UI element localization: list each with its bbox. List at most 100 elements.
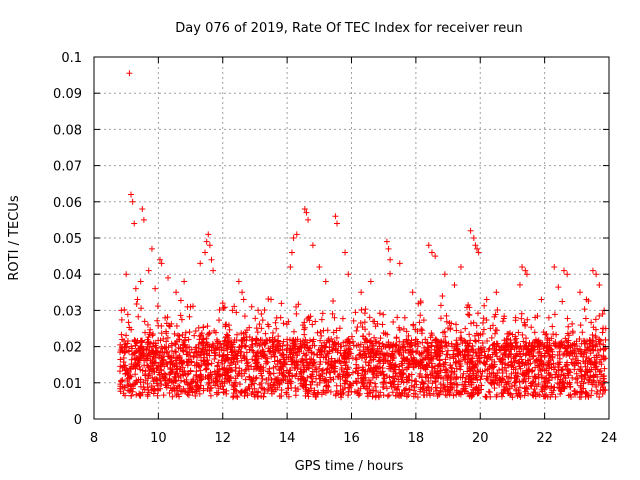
- data-point: [145, 389, 152, 396]
- data-point: [462, 374, 469, 381]
- data-point: [476, 355, 483, 362]
- data-point: [588, 319, 595, 326]
- data-point: [330, 297, 337, 304]
- axis-ticks: [93, 56, 610, 420]
- data-point: [175, 382, 182, 389]
- data-point: [299, 322, 306, 329]
- data-point: [313, 351, 320, 358]
- data-point: [258, 325, 265, 332]
- data-point: [393, 335, 400, 342]
- data-point: [428, 364, 435, 371]
- y-tick-label: 0.1: [61, 51, 82, 66]
- data-point: [309, 242, 316, 249]
- data-point: [466, 376, 473, 383]
- data-point: [278, 352, 285, 359]
- data-point: [324, 349, 331, 356]
- data-point: [178, 316, 185, 323]
- data-point: [516, 345, 523, 352]
- data-point: [281, 360, 288, 367]
- data-point: [301, 319, 308, 326]
- data-point: [374, 320, 381, 327]
- data-point: [453, 327, 460, 334]
- data-point: [523, 271, 530, 278]
- data-point: [493, 327, 500, 334]
- data-point: [469, 392, 476, 399]
- data-point: [311, 366, 318, 373]
- data-point: [513, 386, 520, 393]
- data-point: [238, 367, 245, 374]
- data-point: [473, 372, 480, 379]
- data-point: [165, 274, 172, 281]
- data-point: [126, 70, 133, 77]
- data-point: [403, 337, 410, 344]
- data-point: [517, 351, 524, 358]
- data-point: [357, 319, 364, 326]
- data-point: [276, 381, 283, 388]
- data-point: [121, 365, 128, 372]
- data-point: [519, 263, 526, 270]
- data-point: [293, 310, 300, 317]
- data-point: [564, 359, 571, 366]
- data-point: [446, 319, 453, 326]
- data-point: [531, 359, 538, 366]
- data-point: [353, 365, 360, 372]
- data-point: [198, 332, 205, 339]
- data-point: [467, 367, 474, 374]
- data-point: [546, 385, 553, 392]
- data-point: [144, 321, 151, 328]
- data-point: [412, 326, 419, 333]
- data-point: [124, 338, 131, 345]
- data-point: [197, 260, 204, 267]
- data-point: [419, 339, 426, 346]
- data-point: [514, 392, 521, 399]
- data-point: [371, 371, 378, 378]
- data-point: [133, 391, 140, 398]
- data-point: [125, 319, 132, 326]
- data-point: [166, 390, 173, 397]
- data-point: [475, 249, 482, 256]
- data-point: [335, 340, 342, 347]
- data-point: [424, 340, 431, 347]
- data-point: [474, 310, 481, 317]
- data-point: [232, 351, 239, 358]
- data-point: [558, 366, 565, 373]
- data-point: [390, 319, 397, 326]
- data-point: [418, 374, 425, 381]
- data-point: [277, 364, 284, 371]
- data-point: [233, 331, 240, 338]
- data-point: [444, 347, 451, 354]
- data-point: [256, 342, 263, 349]
- data-point: [183, 376, 190, 383]
- data-point: [583, 368, 590, 375]
- data-point: [446, 354, 453, 361]
- data-point: [122, 370, 129, 377]
- data-point: [596, 359, 603, 366]
- data-point: [338, 394, 345, 401]
- data-point: [278, 387, 285, 394]
- data-point: [361, 319, 368, 326]
- data-point: [137, 376, 144, 383]
- data-point: [427, 334, 434, 341]
- data-point: [277, 314, 284, 321]
- data-point: [118, 316, 125, 323]
- data-point: [435, 362, 442, 369]
- data-point: [457, 263, 464, 270]
- data-point: [147, 326, 154, 333]
- data-point: [179, 368, 186, 375]
- data-point: [214, 371, 221, 378]
- data-point: [231, 379, 238, 386]
- data-point: [540, 329, 547, 336]
- data-point: [247, 344, 254, 351]
- data-point: [548, 389, 555, 396]
- data-point: [387, 270, 394, 277]
- data-point: [133, 300, 140, 307]
- data-point: [231, 303, 238, 310]
- data-point: [177, 297, 184, 304]
- data-point: [149, 332, 156, 339]
- data-point: [336, 357, 343, 364]
- data-point: [137, 278, 144, 285]
- data-point: [129, 345, 136, 352]
- data-point: [482, 393, 489, 400]
- data-point: [518, 315, 525, 322]
- data-point: [477, 359, 484, 366]
